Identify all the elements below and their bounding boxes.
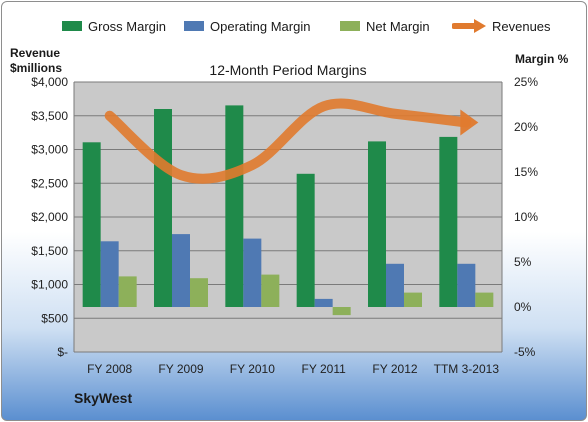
left-tick-label: $3,000 [31, 143, 68, 157]
right-tick-label: 0% [514, 300, 532, 314]
right-tick-label: 25% [514, 75, 538, 89]
net-margin-bar [118, 276, 137, 307]
legend-revenues-arrow-icon [452, 19, 486, 33]
gross-margin-bar [439, 136, 458, 307]
left-tick-label: $500 [41, 311, 68, 325]
net-margin-bar [261, 274, 280, 307]
operating-margin-bar [243, 238, 262, 307]
operating-margin-bar [314, 298, 333, 307]
right-tick-label: 5% [514, 255, 532, 269]
x-tick-label: FY 2010 [230, 362, 275, 376]
operating-margin-bar [172, 234, 190, 307]
net-margin-bar [475, 292, 494, 307]
legend-gross-margin-swatch [62, 21, 82, 31]
right-tick-label: -5% [514, 345, 536, 359]
left-axis-title-line1: Revenue [10, 46, 61, 60]
legend-gross-margin-label: Gross Margin [88, 18, 167, 34]
legend-operating-margin-swatch [184, 21, 204, 31]
legend-net-margin-swatch [340, 21, 360, 31]
right-tick-label: 10% [514, 210, 538, 224]
legend-revenues: Revenues [452, 14, 551, 38]
revenue-arrowhead [460, 109, 479, 136]
right-axis-title: Margin % [515, 52, 569, 66]
legend-gross-margin: Gross Margin [62, 14, 166, 38]
operating-margin-bar [386, 263, 404, 307]
x-tick-label: FY 2008 [87, 362, 132, 376]
legend-operating-margin-label: Operating Margin [210, 18, 311, 34]
x-tick-label: TTM 3-2013 [434, 362, 500, 376]
legend-net-margin-label: Net Margin [366, 18, 430, 34]
right-tick-label: 20% [514, 120, 538, 134]
legend-revenues-label: Revenues [492, 18, 551, 34]
left-axis-title: Revenue $millions [10, 46, 62, 76]
revenue-line [104, 98, 472, 184]
gross-margin-bar [368, 141, 386, 307]
left-tick-label: $2,500 [31, 176, 68, 190]
left-tick-label: $3,500 [31, 109, 68, 123]
gross-margin-bar [154, 109, 172, 307]
gross-margin-bar [225, 105, 244, 308]
x-tick-label: FY 2012 [372, 362, 417, 376]
left-tick-label: $1,500 [31, 244, 68, 258]
left-axis-title-line2: $millions [10, 61, 63, 75]
operating-margin-bar [457, 263, 476, 307]
left-tick-label: $1,000 [31, 278, 68, 292]
company-label: SkyWest [74, 390, 133, 406]
x-tick-label: FY 2011 [302, 362, 347, 376]
operating-margin-bar [100, 241, 119, 307]
gross-margin-bar [82, 142, 101, 307]
net-margin-bar [332, 307, 351, 316]
left-tick-label: $- [57, 345, 68, 359]
net-margin-bar [190, 278, 208, 307]
legend-operating-margin: Operating Margin [184, 14, 310, 38]
net-margin-bar [404, 292, 422, 307]
left-tick-label: $2,000 [31, 210, 68, 224]
legend-net-margin: Net Margin [340, 14, 430, 38]
gross-margin-bar [296, 173, 315, 307]
left-tick-label: $4,000 [31, 75, 68, 89]
chart-title: 12-Month Period Margins [209, 62, 366, 78]
x-tick-label: FY 2009 [158, 362, 203, 376]
right-tick-label: 15% [514, 165, 538, 179]
